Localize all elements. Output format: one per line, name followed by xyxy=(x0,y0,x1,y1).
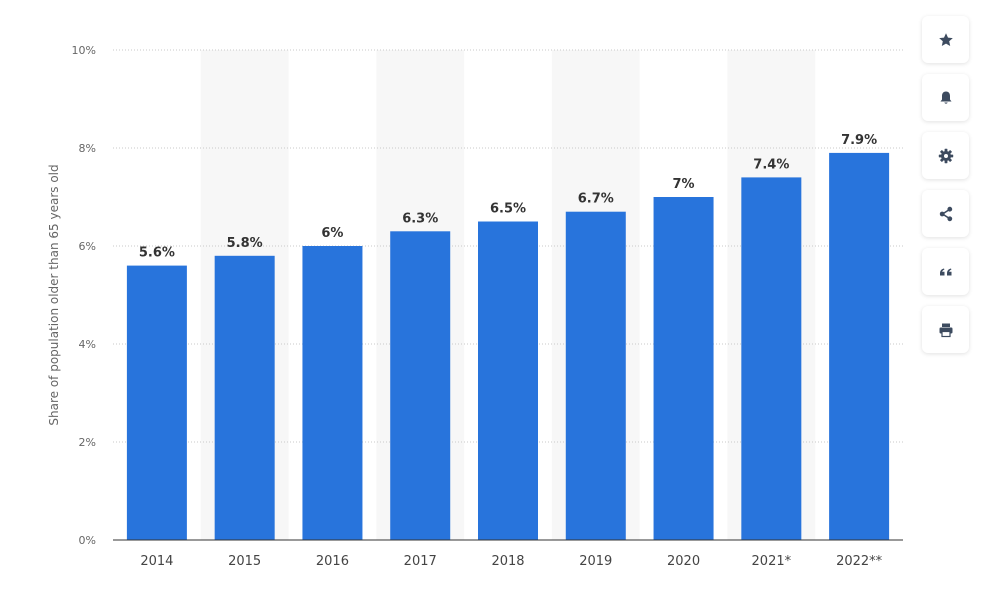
quote-icon xyxy=(939,268,951,275)
data-label: 7.9% xyxy=(841,133,877,148)
bar-2020[interactable] xyxy=(653,197,714,540)
bar-2019[interactable] xyxy=(565,211,626,540)
share-icon xyxy=(939,206,952,221)
data-label: 6.5% xyxy=(490,202,526,217)
y-tick-label: 4% xyxy=(79,338,96,351)
data-label: 5.6% xyxy=(139,246,175,261)
star-icon xyxy=(938,32,953,46)
x-tick-label: 2018 xyxy=(491,554,524,569)
data-label: 6.7% xyxy=(578,192,614,207)
gear-icon xyxy=(938,148,953,163)
data-label: 5.8% xyxy=(227,236,263,251)
share-button[interactable] xyxy=(922,190,969,237)
data-label: 6% xyxy=(321,226,343,241)
notification-button[interactable] xyxy=(922,74,969,121)
x-tick-label: 2020 xyxy=(667,554,700,569)
x-tick-label: 2016 xyxy=(316,554,349,569)
bar-2018[interactable] xyxy=(478,221,538,541)
cite-button[interactable] xyxy=(922,248,969,295)
data-label: 7% xyxy=(673,177,695,192)
bar-2014[interactable] xyxy=(126,265,187,540)
print-button[interactable] xyxy=(922,306,969,353)
x-tick-label: 2014 xyxy=(140,554,173,569)
print-icon xyxy=(939,323,952,337)
settings-button[interactable] xyxy=(922,132,969,179)
y-tick-label: 8% xyxy=(79,142,96,155)
y-tick-label: 10% xyxy=(72,44,96,57)
x-tick-label: 2015 xyxy=(228,554,261,569)
y-axis-ticks: 0% 2% 4% 6% 8% 10% xyxy=(72,44,96,547)
x-tick-label: 2019 xyxy=(579,554,612,569)
y-tick-label: 6% xyxy=(79,240,96,253)
y-tick-label: 0% xyxy=(79,534,96,547)
data-label: 7.4% xyxy=(753,157,789,172)
bars xyxy=(126,152,890,541)
bell-icon xyxy=(940,91,951,104)
data-labels: 5.6% 5.8% 6% 6.3% 6.5% 6.7% 7% 7.4% 7.9% xyxy=(139,133,877,261)
favorite-button[interactable] xyxy=(922,16,969,63)
x-axis-labels: 2014 2015 2016 2017 2018 2019 2020 2021* 2022** xyxy=(140,554,882,569)
bar-2015[interactable] xyxy=(214,255,275,541)
bar-2022**[interactable] xyxy=(829,152,890,540)
bar-2021*[interactable] xyxy=(741,177,802,540)
bar-2017[interactable] xyxy=(390,231,451,541)
y-tick-label: 2% xyxy=(79,436,96,449)
x-tick-label: 2021* xyxy=(752,554,792,569)
y-axis-label: Share of population older than 65 years … xyxy=(47,164,61,425)
data-label: 6.3% xyxy=(402,211,438,226)
bar-chart: 0% 2% 4% 6% 8% 10% 5.6% 5.8% 6% 6.3% 6.5% 6.7% 7% 7.… xyxy=(47,44,903,569)
toolbar xyxy=(922,16,971,364)
bar-2016[interactable] xyxy=(302,246,363,540)
x-tick-label: 2022** xyxy=(836,554,883,569)
x-tick-label: 2017 xyxy=(404,554,437,569)
